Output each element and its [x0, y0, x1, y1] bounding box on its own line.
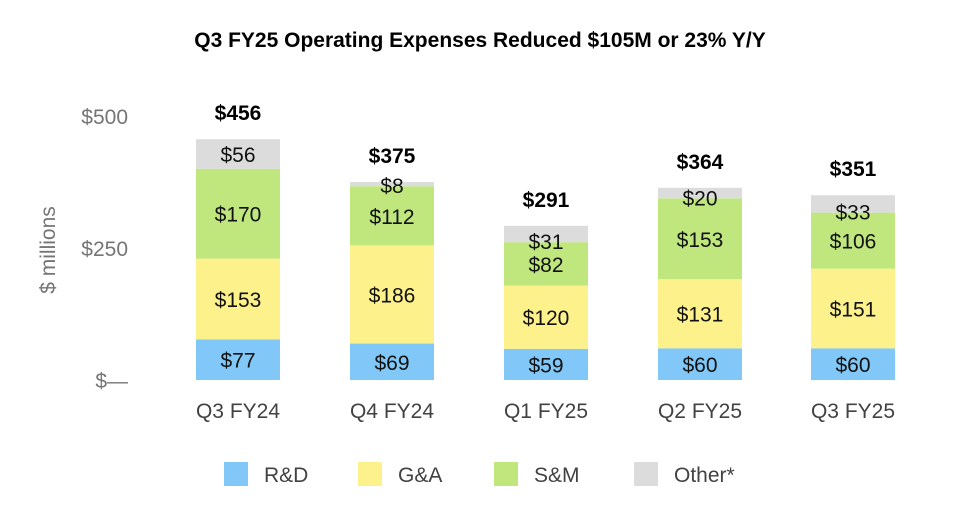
bar-segment	[811, 212, 895, 269]
bar-segment	[658, 198, 742, 280]
bar-stack: $60 $151 $106 $33 $351	[811, 158, 895, 380]
bar-value-label: $77	[220, 350, 255, 373]
bar-stack: $77 $153 $170 $56 $456	[196, 102, 280, 380]
y-tick-label: $500	[81, 106, 128, 129]
bar-value-label: $20	[682, 187, 717, 210]
bar-value-label: $131	[677, 304, 724, 327]
x-tick-label: Q3 FY24	[196, 400, 280, 423]
bar-stack: $60 $131 $153 $20 $364	[658, 151, 742, 380]
bar-value-label: $8	[380, 175, 403, 198]
bar-value-label: $69	[374, 352, 409, 375]
bar-value-label: $112	[369, 206, 414, 229]
bar-segment	[658, 279, 742, 349]
bar-segment	[504, 242, 588, 286]
legend-item: Other*	[634, 462, 735, 487]
bar-segment	[196, 339, 280, 380]
bar-value-label: $153	[677, 229, 724, 252]
bar-value-label: $151	[830, 298, 877, 321]
legend-label: R&D	[264, 464, 308, 487]
legend-swatch	[224, 462, 248, 486]
bar-segment	[350, 343, 434, 380]
legend-label: S&M	[534, 464, 580, 487]
legend-swatch	[358, 462, 382, 486]
legend-label: Other*	[674, 464, 735, 487]
bar-value-label: $153	[215, 289, 262, 312]
x-tick-label: Q4 FY24	[350, 400, 434, 423]
bar-value-label: $31	[528, 231, 563, 254]
bar-segment	[811, 195, 895, 213]
chart-title: Q3 FY25 Operating Expenses Reduced $105M…	[194, 29, 766, 52]
bar-segment	[811, 268, 895, 349]
bar-stack: $59 $120 $82$31 $291	[504, 189, 588, 380]
bar-segment	[504, 225, 588, 243]
bar-segment	[196, 139, 280, 169]
bar-total-label: $351	[830, 158, 877, 181]
bar-segment	[658, 348, 742, 380]
x-tick-label: Q1 FY25	[504, 400, 588, 423]
bar-segment	[350, 182, 434, 187]
bar-value-label: $60	[682, 354, 717, 377]
bar-value-label: $106	[830, 231, 877, 254]
x-axis-ticks: Q3 FY24 Q4 FY24 Q1 FY25 Q2 FY25 Q3 FY25	[196, 400, 895, 423]
bar-total-label: $364	[677, 151, 724, 174]
bar-segment	[811, 348, 895, 380]
legend-swatch	[634, 462, 658, 486]
bar-segment	[196, 258, 280, 340]
bar-value-label: $59	[528, 354, 563, 377]
bar-value-label: $170	[215, 204, 262, 227]
bar-value-label: $60	[835, 354, 870, 377]
bar-stack: $69 $186 $112 $8 $375	[350, 145, 434, 380]
legend-item: R&D	[224, 462, 308, 487]
bar-segment	[350, 186, 434, 246]
legend: R&D G&A S&M Other*	[224, 462, 735, 487]
bar-total-label: $291	[523, 189, 570, 212]
bar-segment	[196, 168, 280, 259]
bar-segment	[504, 348, 588, 380]
legend-item: G&A	[358, 462, 442, 487]
bars-group: $77 $153 $170 $56 $456 $69 $186 $112 $8 $375 $59 $1…	[196, 102, 895, 380]
legend-item: S&M	[494, 462, 580, 487]
legend-swatch	[494, 462, 518, 486]
x-tick-label: Q3 FY25	[811, 400, 895, 423]
bar-value-label: $186	[369, 284, 416, 307]
bar-total-label: $375	[369, 145, 416, 168]
bar-value-label: $120	[523, 307, 570, 330]
x-tick-label: Q2 FY25	[658, 400, 742, 423]
y-axis-label: $ millions	[37, 206, 60, 294]
y-axis-ticks: $— $250 $500	[81, 106, 128, 393]
y-tick-label: $250	[81, 238, 128, 261]
bar-value-label: $33	[835, 202, 870, 225]
bar-value-label: $82	[528, 254, 563, 277]
bar-value-label: $56	[220, 144, 255, 167]
bar-segment	[350, 245, 434, 344]
y-tick-label: $—	[95, 370, 128, 393]
bar-total-label: $456	[215, 102, 262, 125]
bar-segment	[658, 187, 742, 199]
legend-label: G&A	[398, 464, 442, 487]
bar-segment	[504, 285, 588, 349]
